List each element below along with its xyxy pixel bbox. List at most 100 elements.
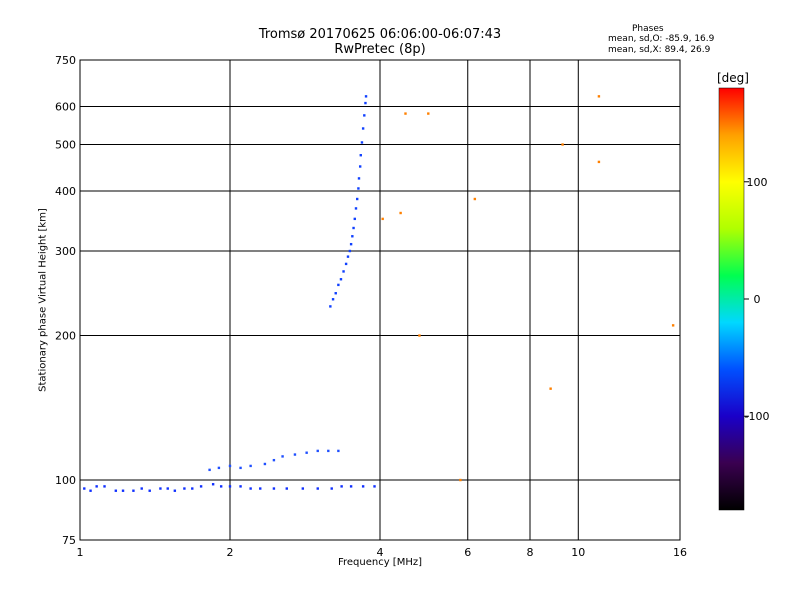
plot-grid	[80, 60, 680, 540]
x-axis-ticks: 1 2 4 6 8 10 16	[77, 546, 688, 559]
data-point	[281, 455, 284, 458]
data-point	[159, 487, 162, 490]
data-point	[83, 487, 86, 490]
x-axis-label: Frequency [MHz]	[337, 557, 423, 568]
data-point	[132, 489, 135, 492]
data-point	[114, 489, 118, 492]
data-point	[344, 262, 348, 266]
data-point	[208, 468, 211, 472]
data-point	[671, 324, 675, 327]
phases-x-stats: mean, sd,X: 89.4, 26.9	[608, 45, 711, 55]
data-point	[316, 449, 319, 453]
data-point	[228, 485, 232, 488]
data-point	[337, 449, 340, 453]
data-point	[272, 458, 276, 462]
x-tick-label: 8	[527, 546, 534, 559]
data-point	[239, 466, 242, 470]
data-point	[334, 292, 337, 295]
data-point	[361, 127, 365, 130]
y-tick-label: 750	[55, 54, 76, 67]
data-point	[349, 485, 353, 488]
data-point	[327, 449, 330, 453]
data-point	[219, 485, 223, 488]
x-tick-label: 10	[571, 546, 585, 559]
colorbar-tick-label: -100	[745, 410, 770, 423]
data-point	[330, 487, 333, 490]
x-tick-label: 16	[673, 546, 687, 559]
data-point	[183, 487, 186, 490]
data-point	[199, 485, 203, 488]
data-point	[359, 154, 362, 157]
data-point	[360, 141, 364, 144]
colorbar-ticks: 100 0 -100	[744, 176, 769, 423]
y-tick-label: 75	[62, 534, 76, 547]
data-point	[361, 485, 365, 488]
x-tick-label: 4	[377, 546, 384, 559]
data-point	[140, 487, 143, 490]
data-point	[597, 160, 601, 164]
data-point	[418, 334, 421, 337]
data-point	[373, 485, 376, 488]
data-point	[228, 464, 232, 468]
data-point	[259, 487, 262, 490]
y-tick-label: 300	[55, 245, 76, 258]
y-tick-label: 500	[55, 139, 76, 152]
data-point	[364, 101, 367, 105]
data-point	[249, 464, 252, 468]
colorbar-tick-label: 0	[754, 293, 761, 306]
data-point	[103, 485, 106, 488]
x-tick-label: 2	[227, 546, 234, 559]
data-point	[597, 95, 601, 98]
data-point	[316, 487, 319, 490]
data-point	[354, 207, 358, 210]
colorbar-tick-label: 100	[747, 176, 768, 189]
data-point	[561, 143, 564, 146]
data-point	[363, 114, 366, 117]
data-point	[364, 95, 368, 98]
data-point	[352, 226, 355, 230]
data-point	[348, 249, 352, 253]
data-point	[342, 270, 345, 273]
data-point	[358, 165, 362, 168]
data-point	[217, 466, 221, 470]
data-point	[329, 305, 332, 308]
chart-title: Tromsø 20170625 06:06:00-06:07:43	[258, 27, 502, 42]
data-point	[293, 453, 297, 456]
data-point	[121, 489, 125, 492]
data-point	[331, 298, 335, 301]
data-point	[301, 487, 305, 490]
data-point	[191, 487, 194, 490]
data-point	[263, 462, 267, 466]
data-point	[355, 197, 359, 201]
data-point	[427, 112, 430, 115]
data-point	[166, 487, 169, 490]
y-axis-label: Stationary phase Virtual Height [km]	[37, 208, 49, 392]
data-point	[381, 217, 384, 221]
y-axis-ticks: 75 100 200 300 400 500 600 750	[55, 54, 76, 547]
data-point	[351, 235, 354, 238]
data-point	[89, 489, 92, 492]
plot-frame	[79, 59, 681, 541]
data-point	[404, 112, 407, 115]
data-point	[357, 187, 360, 190]
data-point	[239, 485, 242, 488]
data-point	[211, 483, 215, 486]
y-tick-label: 200	[55, 330, 76, 343]
y-tick-label: 600	[55, 101, 76, 114]
phases-title: Phases	[632, 24, 664, 34]
data-point	[473, 197, 477, 201]
chart-subtitle: RwPretec (8p)	[334, 42, 426, 57]
data-point	[272, 487, 276, 490]
data-point	[173, 489, 177, 492]
colorbar	[718, 87, 745, 511]
x-tick-label: 6	[464, 546, 471, 559]
data-point	[148, 489, 151, 492]
data-point	[339, 278, 343, 281]
y-tick-label: 400	[55, 185, 76, 198]
data-points	[83, 95, 675, 492]
data-point	[353, 217, 356, 221]
data-point	[349, 242, 353, 246]
x-tick-label: 1	[77, 546, 84, 559]
data-point	[340, 485, 343, 488]
